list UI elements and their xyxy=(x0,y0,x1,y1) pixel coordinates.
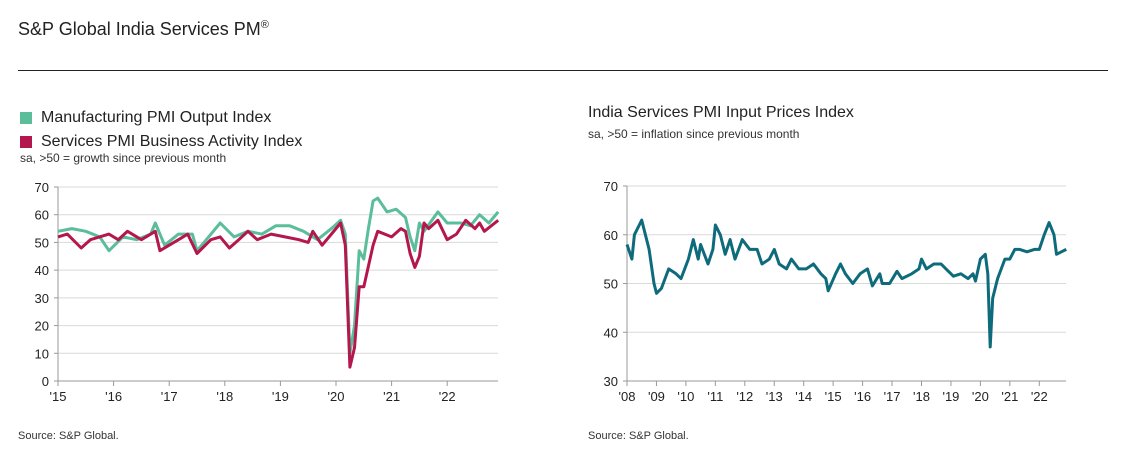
legend-label-services: Services PMI Business Activity Index xyxy=(41,133,303,150)
left-y-tick-label: 40 xyxy=(35,263,49,278)
left-x-tick-label: '16 xyxy=(105,389,122,404)
right-x-tick-label: '19 xyxy=(942,389,959,404)
right-x-tick-label: '22 xyxy=(1031,389,1048,404)
left-y-tick-label: 70 xyxy=(35,180,49,195)
right-y-tick-label: 40 xyxy=(604,325,618,340)
right-x-tick-label: '11 xyxy=(707,389,723,404)
left-chart-source: Source: S&P Global. xyxy=(18,430,119,442)
page-title: S&P Global India Services PM® xyxy=(18,19,269,40)
right-chart-title: India Services PMI Input Prices Index xyxy=(588,104,854,121)
left-x-tick-label: '22 xyxy=(439,389,456,404)
left-y-tick-label: 60 xyxy=(35,208,49,223)
left-x-tick-label: '19 xyxy=(272,389,289,404)
right-x-tick-label: '17 xyxy=(884,389,901,404)
left-y-tick-label: 10 xyxy=(35,346,49,361)
right-x-tick-label: '20 xyxy=(972,389,989,404)
right-chart-source: Source: S&P Global. xyxy=(588,430,689,442)
left-x-tick-label: '21 xyxy=(383,389,400,404)
right-y-tick-label: 60 xyxy=(604,228,618,243)
title-text: S&P Global India Services PM xyxy=(18,19,261,39)
left-series-line-0 xyxy=(57,196,500,355)
right-y-tick-label: 70 xyxy=(604,179,618,194)
left-y-tick-label: 20 xyxy=(35,319,49,334)
left-y-tick-label: 50 xyxy=(35,235,49,250)
right-x-tick-label: '12 xyxy=(736,389,753,404)
left-y-tick-label: 0 xyxy=(42,374,49,389)
right-x-tick-label: '10 xyxy=(677,389,694,404)
right-x-tick-label: '13 xyxy=(766,389,783,404)
registered-mark: ® xyxy=(260,19,269,31)
right-series-line-0 xyxy=(625,218,1067,349)
right-x-tick-label: '16 xyxy=(854,389,871,404)
right-y-tick-label: 50 xyxy=(604,277,618,292)
left-x-tick-label: '18 xyxy=(216,389,233,404)
right-x-tick-label: '21 xyxy=(1001,389,1018,404)
right-x-tick-label: '14 xyxy=(795,389,812,404)
left-x-tick-label: '17 xyxy=(161,389,178,404)
legend-label-manufacturing: Manufacturing PMI Output Index xyxy=(41,109,272,126)
left-x-tick-label: '20 xyxy=(328,389,345,404)
right-x-tick-label: '18 xyxy=(913,389,930,404)
right-x-tick-label: '15 xyxy=(825,389,842,404)
right-x-tick-label: '08 xyxy=(619,389,636,404)
left-y-tick-label: 30 xyxy=(35,291,49,306)
legend-swatch-services xyxy=(20,136,32,148)
legend-swatch-manufacturing xyxy=(20,112,32,124)
left-chart-subtitle: sa, >50 = growth since previous month xyxy=(20,151,227,165)
left-x-tick-label: '15 xyxy=(50,389,67,404)
divider xyxy=(18,70,1108,71)
right-chart-subtitle: sa, >50 = inflation since previous month xyxy=(588,127,800,141)
left-series-line-1 xyxy=(57,218,500,369)
right-y-tick-label: 30 xyxy=(604,374,618,389)
right-x-tick-label: '09 xyxy=(648,389,665,404)
